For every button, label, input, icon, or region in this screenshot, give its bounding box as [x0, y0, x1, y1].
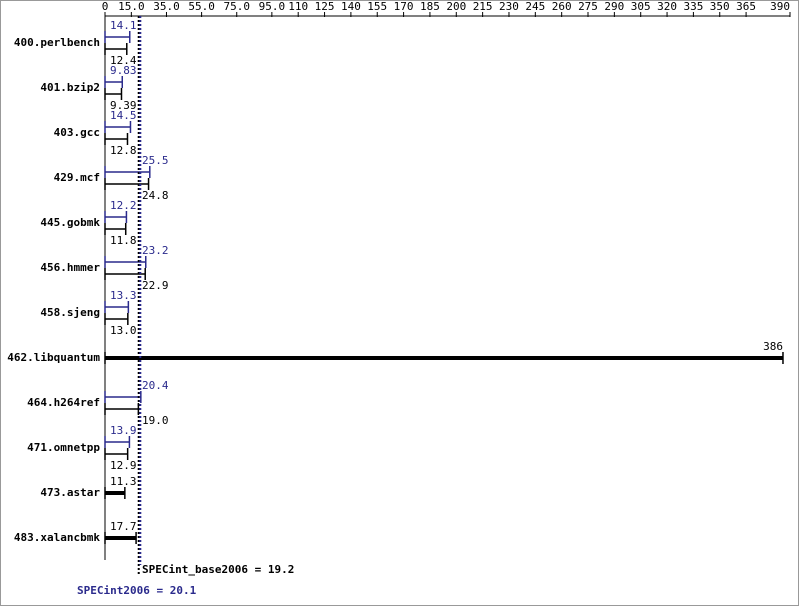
- bar: [104, 313, 129, 325]
- value-label: 24.8: [142, 189, 169, 202]
- category-label: 429.mcf: [54, 171, 100, 184]
- value-label: 19.0: [142, 414, 169, 427]
- x-tick-label: 185: [420, 0, 440, 13]
- bar: [104, 223, 127, 235]
- x-tick-label: 320: [657, 0, 677, 13]
- category-label: 462.libquantum: [7, 351, 100, 364]
- value-label: 13.9: [110, 424, 137, 437]
- value-label: 13.3: [110, 289, 137, 302]
- category-label: 458.sjeng: [40, 306, 100, 319]
- value-label: 11.3: [110, 475, 137, 488]
- bar: [104, 88, 123, 100]
- category-label: 401.bzip2: [40, 81, 100, 94]
- x-tick-label: 365: [736, 0, 756, 13]
- x-tick-label: 155: [367, 0, 387, 13]
- value-label: 17.7: [110, 520, 137, 533]
- bar: [104, 121, 132, 133]
- value-label: 11.8: [110, 234, 137, 247]
- value-label: 9.83: [110, 64, 137, 77]
- x-tick-label: 125: [315, 0, 335, 13]
- bar: [104, 448, 129, 460]
- x-tick-label: 75.0: [223, 0, 250, 13]
- bar: [104, 43, 128, 55]
- category-label: 483.xalancbmk: [14, 531, 100, 544]
- reference-label: SPECint2006 = 20.1: [77, 584, 197, 597]
- value-label: 12.9: [110, 459, 137, 472]
- value-label: 25.5: [142, 154, 169, 167]
- bar: [104, 352, 784, 364]
- x-tick-label: 335: [683, 0, 703, 13]
- bar: [104, 211, 128, 223]
- x-tick-label: 305: [631, 0, 651, 13]
- bar: [104, 532, 137, 544]
- x-tick-label: 230: [499, 0, 519, 13]
- category-label: 445.gobmk: [40, 216, 100, 229]
- bar: [104, 436, 131, 448]
- category-label: 400.perlbench: [14, 36, 100, 49]
- value-label: 23.2: [142, 244, 169, 257]
- x-tick-label: 95.0: [259, 0, 286, 13]
- bar: [104, 166, 151, 178]
- value-label: 386: [763, 340, 783, 353]
- value-label: 12.4: [110, 54, 137, 67]
- x-tick-label: 0: [102, 0, 109, 13]
- value-label: 9.39: [110, 99, 137, 112]
- value-label: 20.4: [142, 379, 169, 392]
- x-tick-label: 290: [604, 0, 624, 13]
- bar: [104, 76, 124, 88]
- x-tick-label: 170: [394, 0, 414, 13]
- value-label: 13.0: [110, 324, 137, 337]
- value-label: 22.9: [142, 279, 169, 292]
- x-tick-label: 215: [473, 0, 493, 13]
- category-label: 403.gcc: [54, 126, 100, 139]
- x-tick-label: 55.0: [188, 0, 215, 13]
- category-label: 471.omnetpp: [27, 441, 100, 454]
- x-tick-label: 15.0: [118, 0, 145, 13]
- reference-label: SPECint_base2006 = 19.2: [142, 563, 294, 576]
- bar: [104, 487, 126, 499]
- x-tick-label: 35.0: [153, 0, 180, 13]
- value-label: 14.1: [110, 19, 137, 32]
- x-tick-label: 245: [525, 0, 545, 13]
- value-label: 12.8: [110, 144, 137, 157]
- x-tick-label: 350: [710, 0, 730, 13]
- category-label: 456.hmmer: [40, 261, 100, 274]
- bar: [104, 133, 129, 145]
- x-tick-label: 390: [770, 0, 790, 13]
- x-tick-label: 110: [288, 0, 308, 13]
- category-label: 464.h264ref: [27, 396, 100, 409]
- x-tick-label: 275: [578, 0, 598, 13]
- x-tick-label: 260: [552, 0, 572, 13]
- bar: [104, 31, 131, 43]
- category-label: 473.astar: [40, 486, 100, 499]
- x-tick-label: 200: [446, 0, 466, 13]
- value-label: 14.5: [110, 109, 137, 122]
- x-tick-label: 140: [341, 0, 361, 13]
- bar: [104, 301, 130, 313]
- value-label: 12.2: [110, 199, 137, 212]
